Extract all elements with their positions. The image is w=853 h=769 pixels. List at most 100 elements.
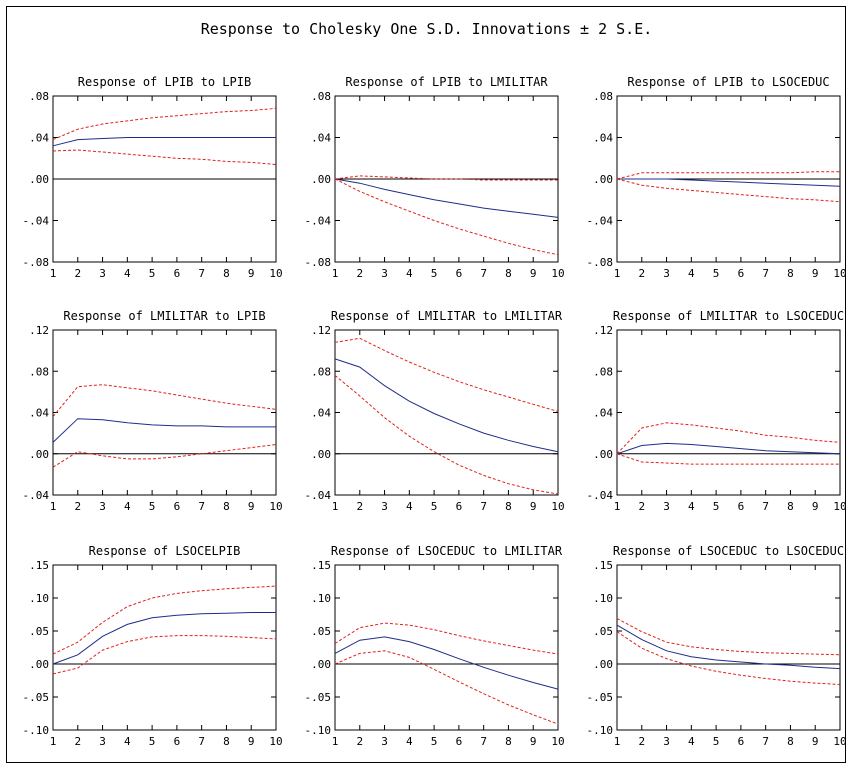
plot-area: [52, 564, 277, 731]
x-tick-label: 9: [248, 500, 255, 513]
x-tick-label: 8: [787, 267, 794, 280]
x-tick-label: 5: [713, 267, 720, 280]
x-tick-label: 1: [50, 500, 57, 513]
y-tick-label: -.04: [23, 215, 50, 228]
x-tick-label: 3: [381, 500, 388, 513]
response-line: [616, 442, 841, 455]
x-tick-label: 4: [406, 267, 413, 280]
y-tick-label: .10: [29, 592, 49, 605]
y-tick-label: -.04: [587, 215, 614, 228]
x-tick-label: 7: [480, 267, 487, 280]
upper-band-line: [334, 175, 558, 181]
x-tick-label: 10: [269, 500, 282, 513]
panel-1: Response of LPIB to LPIB .08 .04 .00 -.04 -.0…: [23, 75, 283, 280]
x-tick-label: 10: [551, 267, 564, 280]
lower-band-line: [334, 650, 559, 725]
x-tick-label: 3: [99, 735, 106, 748]
y-tick-label: .08: [593, 365, 613, 378]
response-line: [334, 178, 559, 218]
y-tick-label: .00: [29, 658, 49, 671]
x-tick-label: 7: [198, 735, 205, 748]
y-tick-label: .04: [593, 132, 613, 145]
x-tick-label: 10: [269, 735, 282, 748]
x-tick-label: 7: [762, 500, 769, 513]
upper-band-line: [334, 337, 559, 412]
x-tick-label: 8: [787, 735, 794, 748]
x-tick-label: 4: [688, 735, 695, 748]
x-tick-label: 4: [124, 735, 131, 748]
x-tick-label: 7: [762, 267, 769, 280]
y-tick-label: .04: [311, 407, 331, 420]
x-tick-label: 2: [74, 735, 81, 748]
y-tick-label: .00: [311, 448, 331, 461]
y-tick-label: .04: [311, 132, 331, 145]
x-tick-label: 9: [812, 267, 819, 280]
x-tick-label: 9: [530, 267, 537, 280]
x-tick-label: 6: [456, 267, 463, 280]
plot-area: [616, 329, 841, 496]
y-tick-label: -.04: [305, 215, 332, 228]
x-tick-label: 1: [614, 735, 621, 748]
response-line: [334, 636, 559, 690]
x-tick-label: 1: [614, 267, 621, 280]
response-line: [52, 137, 276, 147]
x-tick-label: 2: [638, 735, 645, 748]
x-tick-label: 8: [505, 267, 512, 280]
panel-title: Response of LPIB to LMILITAR: [345, 75, 548, 89]
x-tick-label: 2: [356, 267, 363, 280]
x-tick-label: 3: [381, 267, 388, 280]
y-tick-label: .05: [311, 625, 331, 638]
x-tick-label: 2: [356, 500, 363, 513]
panel-4: Response of LMILITAR to LPIB .12 .08 .04 .00…: [23, 309, 283, 513]
x-tick-label: 9: [812, 735, 819, 748]
upper-band-line: [616, 422, 841, 455]
x-tick-label: 1: [614, 500, 621, 513]
x-tick-label: 6: [738, 267, 745, 280]
x-tick-label: 10: [269, 267, 282, 280]
x-tick-label: 9: [812, 500, 819, 513]
upper-band-line: [52, 107, 277, 141]
lower-band-line: [52, 444, 277, 468]
x-tick-label: 10: [833, 735, 846, 748]
panel-title: Response of LSOCEDUC to LMILITAR: [331, 544, 563, 558]
y-tick-label: .05: [593, 625, 613, 638]
x-tick-label: 6: [456, 735, 463, 748]
upper-band-line: [52, 384, 277, 417]
response-line: [52, 612, 276, 665]
y-tick-label: .00: [29, 448, 49, 461]
x-tick-label: 1: [332, 735, 339, 748]
y-tick-label: .04: [29, 407, 49, 420]
x-tick-label: 5: [713, 500, 720, 513]
x-tick-label: 7: [762, 735, 769, 748]
y-tick-label: .00: [29, 173, 49, 186]
x-tick-label: 7: [480, 735, 487, 748]
x-tick-label: 3: [381, 735, 388, 748]
y-tick-label: .08: [311, 90, 331, 103]
x-tick-label: 4: [406, 735, 413, 748]
y-tick-label: .00: [593, 448, 613, 461]
y-tick-label: .00: [593, 658, 613, 671]
x-tick-label: 10: [833, 267, 846, 280]
x-tick-label: 9: [248, 735, 255, 748]
plot-area: [616, 564, 841, 731]
x-tick-label: 7: [198, 500, 205, 513]
panel-title: Response of LMILITAR to LPIB: [63, 309, 265, 323]
y-tick-label: .04: [593, 407, 613, 420]
upper-band-line: [334, 622, 559, 655]
x-tick-label: 6: [738, 500, 745, 513]
y-tick-label: .05: [29, 625, 49, 638]
x-tick-label: 5: [431, 267, 438, 280]
plot-area: [52, 329, 277, 496]
panel-title: Response of LMILITAR to LSOCEDUC: [613, 309, 844, 323]
upper-band-line: [52, 585, 277, 655]
y-tick-label: -.10: [587, 724, 614, 737]
y-tick-label: .00: [311, 173, 331, 186]
y-tick-label: .12: [311, 324, 331, 337]
x-tick-label: 4: [688, 267, 695, 280]
x-tick-label: 5: [431, 735, 438, 748]
x-tick-label: 5: [149, 267, 156, 280]
panel-9: Response of LSOCEDUC to LSOCEDUC.15 .10 .0…: [587, 544, 847, 748]
panel-6: Response of LMILITAR to LSOCEDUC.12 .08 .0…: [587, 309, 847, 513]
x-tick-label: 1: [332, 500, 339, 513]
y-tick-label: .08: [29, 365, 49, 378]
